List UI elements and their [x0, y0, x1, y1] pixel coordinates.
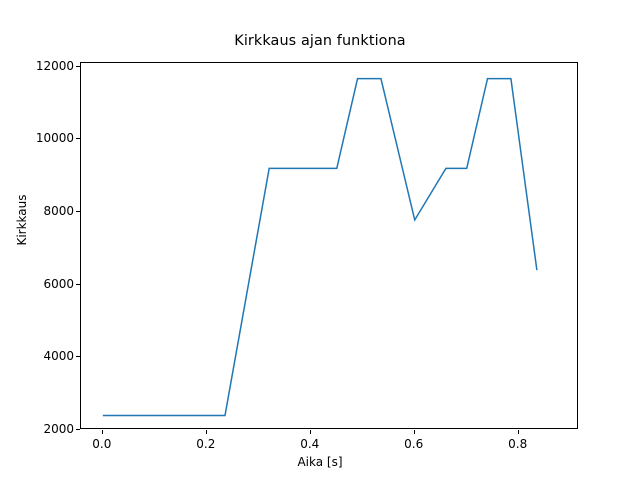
y-tick-mark	[76, 429, 80, 430]
x-tick-label: 0.2	[196, 437, 216, 451]
y-tick-label: 6000	[43, 276, 74, 291]
chart-title: Kirkkaus ajan funktiona	[234, 33, 406, 49]
x-tick-mark	[413, 430, 415, 434]
x-tick-mark	[101, 430, 103, 434]
x-tick-label: 0.4	[300, 437, 320, 451]
x-tick-mark	[517, 430, 519, 434]
y-tick-label: 8000	[43, 203, 74, 218]
brightness-line	[102, 77, 538, 417]
x-axis-label: Aika [s]	[297, 455, 343, 469]
y-tick-mark	[76, 210, 80, 212]
y-tick-mark	[76, 356, 80, 358]
y-axis-tick-labels: 2000 4000 6000 8000 10000 12000	[12, 0, 74, 480]
line-series-svg	[102, 77, 538, 417]
y-tick-mark	[76, 65, 80, 67]
y-tick-label: 4000	[43, 349, 74, 364]
x-tick-label: 0.8	[508, 437, 528, 451]
x-tick-mark	[309, 430, 311, 434]
x-tick-label: 0.0	[92, 437, 112, 451]
y-tick-mark	[76, 138, 80, 140]
y-axis-label: Kirkkaus	[15, 194, 29, 246]
x-tick-label: 0.6	[404, 437, 424, 451]
x-tick-mark	[205, 430, 207, 434]
y-tick-label: 12000	[35, 58, 74, 73]
y-tick-label: 2000	[43, 422, 74, 436]
y-tick-mark	[76, 283, 80, 285]
y-tick-label: 10000	[35, 131, 74, 146]
plot-area	[80, 62, 578, 429]
